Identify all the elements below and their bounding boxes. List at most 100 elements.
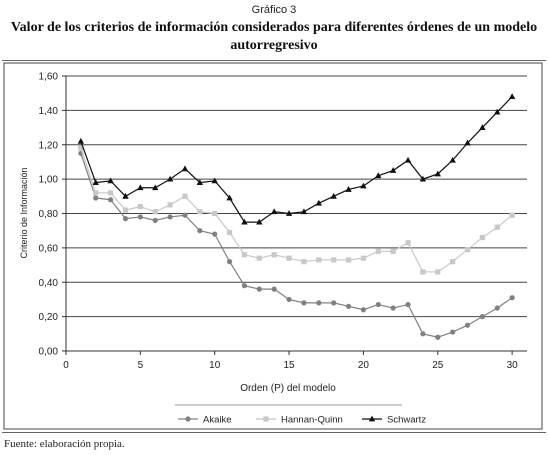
data-point-hannan-quinn: [390, 248, 396, 254]
x-tick-label: 15: [284, 360, 296, 371]
data-point-schwartz: [360, 182, 367, 189]
legend-marker-hannan-quinn: [263, 416, 269, 422]
data-point-schwartz: [256, 218, 263, 225]
data-point-akaike: [137, 214, 143, 220]
data-point-hannan-quinn: [197, 209, 203, 215]
data-point-schwartz: [375, 172, 382, 179]
data-point-akaike: [226, 259, 233, 265]
data-point-hannan-quinn: [479, 234, 485, 241]
x-tick-label: 5: [138, 360, 144, 371]
data-point-akaike: [494, 305, 500, 311]
legend-item-akaike: Akaike: [178, 415, 232, 426]
data-point-schwartz: [419, 175, 427, 182]
data-point-schwartz: [241, 218, 248, 225]
data-point-schwartz: [226, 194, 233, 201]
x-tick-label: 20: [358, 360, 370, 371]
data-point-hannan-quinn: [122, 207, 129, 213]
y-tick-label: 1,40: [39, 106, 59, 117]
data-point-schwartz: [196, 179, 204, 185]
legend-label-schwartz: Schwartz: [387, 415, 426, 426]
y-tick-label: 1,20: [39, 140, 59, 151]
data-point-schwartz: [345, 186, 352, 192]
data-point-schwartz: [77, 137, 85, 144]
chart-frame: [3, 62, 543, 430]
legend-item-hannan-quinn: Hannan-Quinn: [256, 415, 343, 426]
data-point-schwartz: [92, 179, 99, 185]
legend: Akaike Hannan-Quinn Schwartz: [178, 415, 426, 426]
series-line-schwartz: [80, 96, 513, 223]
data-point-akaike: [167, 214, 173, 220]
data-point-schwartz: [122, 192, 129, 199]
series-line-akaike: [80, 153, 513, 338]
data-point-hannan-quinn: [108, 190, 114, 196]
y-tick-label: 0,40: [39, 278, 59, 289]
series-line-hannan-quinn: [80, 147, 513, 273]
data-point-schwartz: [166, 175, 174, 182]
data-point-schwartz: [181, 165, 189, 172]
data-point-hannan-quinn: [405, 240, 411, 246]
data-point-schwartz: [389, 167, 397, 173]
data-point-hannan-quinn: [182, 193, 188, 199]
data-point-akaike: [256, 286, 262, 292]
data-point-hannan-quinn: [167, 202, 173, 208]
legend-label-hannan-quinn: Hannan-Quinn: [281, 415, 343, 426]
data-point-hannan-quinn: [93, 190, 99, 196]
data-point-akaike: [464, 322, 471, 328]
data-point-hannan-quinn: [360, 255, 367, 261]
data-point-schwartz: [479, 124, 486, 130]
data-point-schwartz: [270, 208, 278, 215]
data-point-akaike: [450, 329, 456, 335]
y-tick-label: 1,60: [39, 72, 59, 83]
top-rule: [2, 60, 546, 61]
legend-item-schwartz: Schwartz: [362, 415, 426, 426]
y-tick-label: 0,60: [39, 243, 59, 254]
data-point-akaike: [152, 217, 158, 223]
series-akaike: [78, 150, 515, 340]
data-point-schwartz: [137, 184, 144, 191]
data-point-hannan-quinn: [301, 259, 307, 265]
data-point-akaike: [301, 300, 307, 306]
y-tick-label: 1,00: [39, 175, 59, 186]
data-point-hannan-quinn: [78, 145, 84, 151]
legend-marker-schwartz: [368, 415, 376, 422]
data-point-akaike: [197, 228, 203, 234]
source-note: Fuente: elaboración propia.: [4, 438, 125, 450]
data-point-schwartz: [211, 177, 218, 184]
data-point-akaike: [316, 300, 322, 306]
data-point-hannan-quinn: [316, 257, 322, 263]
series-group: [77, 93, 516, 340]
data-point-hannan-quinn: [256, 255, 262, 261]
data-point-akaike: [212, 231, 218, 237]
data-point-schwartz: [315, 199, 323, 206]
data-point-schwartz: [107, 177, 114, 184]
data-point-akaike: [405, 301, 411, 308]
data-point-hannan-quinn: [509, 212, 515, 218]
x-tick-label: 0: [63, 360, 69, 371]
data-point-akaike: [375, 301, 381, 308]
data-point-hannan-quinn: [226, 229, 233, 236]
data-point-hannan-quinn: [420, 269, 426, 275]
data-point-hannan-quinn: [152, 209, 158, 215]
chart-title: Valor de los criterios de información co…: [10, 20, 538, 53]
data-point-akaike: [435, 334, 441, 340]
data-point-schwartz: [404, 156, 412, 163]
data-point-akaike: [122, 216, 129, 222]
data-point-schwartz: [152, 184, 159, 191]
data-point-hannan-quinn: [345, 257, 352, 263]
data-point-schwartz: [464, 139, 471, 146]
data-point-akaike: [93, 195, 99, 201]
data-point-akaike: [360, 307, 367, 313]
data-point-akaike: [108, 197, 114, 203]
legend-label-akaike: Akaike: [203, 415, 232, 426]
x-axis-label: Orden (P) del modelo: [240, 383, 336, 394]
data-point-akaike: [345, 303, 352, 309]
data-point-hannan-quinn: [464, 246, 471, 253]
data-point-hannan-quinn: [435, 269, 441, 275]
series-schwartz: [77, 93, 516, 225]
data-point-akaike: [286, 296, 292, 303]
axes: 0,00 0,20 0,40 0,60 0,80 1,00 1,20 1,40 1,60 0 5 10…: [39, 72, 519, 372]
data-point-hannan-quinn: [286, 255, 292, 261]
data-point-hannan-quinn: [450, 259, 456, 265]
legend-marker-akaike: [185, 416, 191, 422]
figure-number: Gráfico 3: [251, 4, 297, 16]
